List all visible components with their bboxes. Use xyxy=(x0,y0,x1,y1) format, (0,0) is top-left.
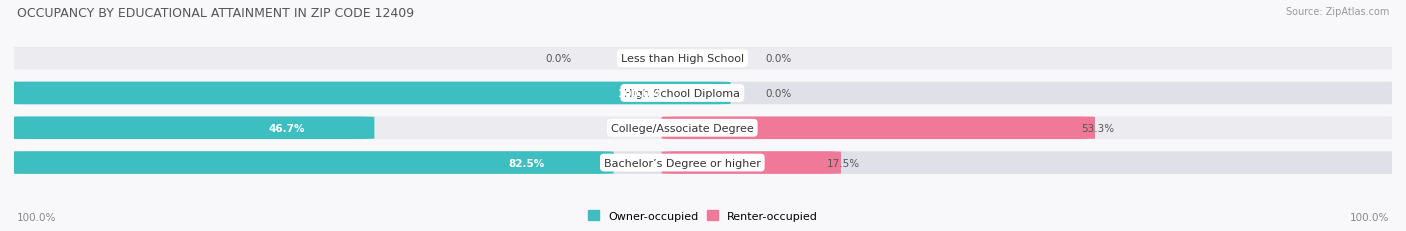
FancyBboxPatch shape xyxy=(662,152,841,174)
Text: Bachelor’s Degree or higher: Bachelor’s Degree or higher xyxy=(605,158,761,168)
Text: 0.0%: 0.0% xyxy=(765,54,792,64)
FancyBboxPatch shape xyxy=(7,82,1399,105)
FancyBboxPatch shape xyxy=(7,152,613,174)
Text: 0.0%: 0.0% xyxy=(765,88,792,99)
Text: Less than High School: Less than High School xyxy=(621,54,744,64)
Text: OCCUPANCY BY EDUCATIONAL ATTAINMENT IN ZIP CODE 12409: OCCUPANCY BY EDUCATIONAL ATTAINMENT IN Z… xyxy=(17,7,413,20)
Text: 100.0%: 100.0% xyxy=(619,88,662,99)
Text: 17.5%: 17.5% xyxy=(827,158,860,168)
Text: 100.0%: 100.0% xyxy=(1350,212,1389,222)
Text: High School Diploma: High School Diploma xyxy=(624,88,741,99)
FancyBboxPatch shape xyxy=(7,48,1399,70)
Text: College/Associate Degree: College/Associate Degree xyxy=(612,123,754,133)
Text: 0.0%: 0.0% xyxy=(546,54,572,64)
Legend: Owner-occupied, Renter-occupied: Owner-occupied, Renter-occupied xyxy=(586,208,820,223)
FancyBboxPatch shape xyxy=(7,117,1399,140)
FancyBboxPatch shape xyxy=(662,117,1095,140)
Text: 53.3%: 53.3% xyxy=(1081,123,1115,133)
FancyBboxPatch shape xyxy=(7,117,374,140)
FancyBboxPatch shape xyxy=(7,82,731,105)
Text: 82.5%: 82.5% xyxy=(509,158,544,168)
Text: 46.7%: 46.7% xyxy=(269,123,305,133)
Text: Source: ZipAtlas.com: Source: ZipAtlas.com xyxy=(1285,7,1389,17)
FancyBboxPatch shape xyxy=(7,152,1399,174)
Text: 100.0%: 100.0% xyxy=(17,212,56,222)
